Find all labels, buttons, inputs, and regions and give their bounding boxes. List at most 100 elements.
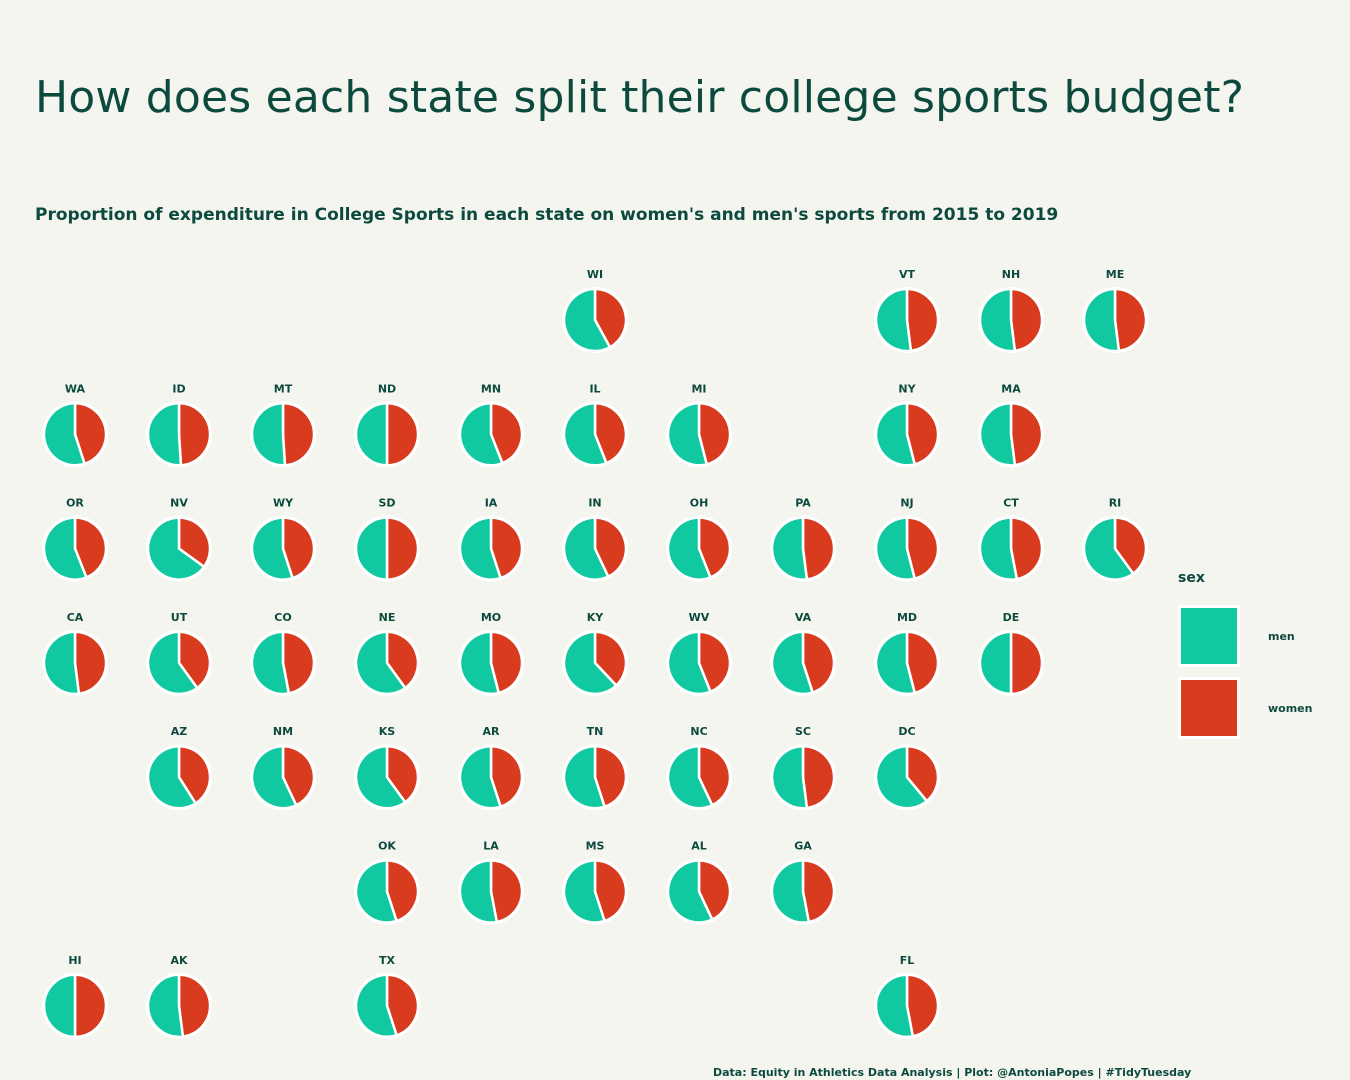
pie-slice-women	[905, 287, 940, 353]
pie-slice-women	[905, 744, 940, 803]
pie-slice-men	[562, 287, 612, 353]
state-label: DE	[1003, 611, 1020, 624]
pie-slice-men	[354, 973, 398, 1039]
pie-slice-men	[978, 516, 1019, 581]
state-label: VT	[899, 268, 916, 281]
pie-slice-women	[697, 630, 732, 693]
pie-slice-women	[593, 630, 628, 687]
pie-slice-women	[73, 630, 108, 695]
state-pie-or: OR	[42, 497, 108, 582]
state-label: RI	[1109, 497, 1122, 510]
legend-key-women	[1178, 677, 1240, 739]
state-pie-ak: AK	[146, 954, 212, 1039]
state-pie-ks: KS	[354, 725, 420, 811]
state-label: AL	[691, 840, 707, 853]
pie-slice-men	[146, 744, 197, 810]
caption: Data: Equity in Athletics Data Analysis …	[713, 1066, 1192, 1079]
state-pie-co: CO	[250, 611, 316, 696]
state-label: MI	[691, 382, 706, 395]
pie-slice-women	[593, 744, 628, 808]
state-pie-md: MD	[874, 611, 940, 696]
pie-slice-men	[146, 402, 183, 467]
state-label: CO	[274, 611, 291, 624]
pie-slice-women	[73, 516, 108, 579]
pie-slice-men	[354, 630, 407, 696]
pie-slice-women	[801, 630, 836, 694]
pie-slice-men	[354, 744, 407, 810]
legend-title: sex	[1178, 570, 1205, 586]
state-pie-wv: WV	[666, 611, 732, 696]
legend: sex men women	[1178, 570, 1312, 744]
state-label: MA	[1001, 382, 1021, 395]
legend-item-men: men	[1178, 600, 1312, 672]
legend-key-men	[1178, 605, 1240, 667]
state-pie-ok: OK	[354, 840, 420, 925]
state-pie-nv: NV	[146, 497, 212, 582]
pie-slice-women	[73, 973, 108, 1039]
pie-slice-men	[1082, 287, 1121, 353]
pie-slice-women	[177, 973, 212, 1038]
legend-item-women: women	[1178, 672, 1312, 744]
pie-slice-women	[697, 744, 732, 807]
state-pie-de: DE	[978, 611, 1044, 696]
state-pie-in: IN	[562, 497, 628, 582]
pie-slice-men	[562, 402, 608, 467]
state-pie-dc: DC	[874, 725, 940, 811]
state-label: AZ	[171, 725, 188, 738]
chart-title: How does each state split their college …	[35, 72, 1245, 123]
state-label: LA	[483, 840, 499, 853]
state-label: OR	[66, 497, 84, 510]
state-label: CT	[1003, 497, 1019, 510]
state-pie-wy: WY	[250, 497, 316, 582]
pie-slice-men	[458, 859, 499, 924]
state-pie-fl: FL	[874, 954, 940, 1039]
pie-slice-men	[146, 630, 199, 696]
state-label: NY	[898, 382, 916, 395]
state-label: WI	[587, 268, 603, 281]
legend-label-women: women	[1268, 701, 1313, 715]
state-pie-ma: MA	[978, 382, 1044, 468]
pie-slice-men	[978, 287, 1017, 353]
pie-slice-women	[593, 516, 628, 578]
pie-slice-men	[978, 630, 1013, 696]
legend-label-men: men	[1268, 629, 1295, 643]
pie-slice-men	[874, 744, 929, 810]
state-label: CA	[67, 611, 84, 624]
pie-slice-men	[1082, 516, 1135, 581]
pie-slice-men	[146, 516, 206, 581]
state-pie-nj: NJ	[874, 497, 940, 582]
pie-slice-men	[42, 516, 88, 581]
pie-slice-women	[73, 402, 108, 466]
pie-slice-women	[177, 402, 212, 467]
state-label: VA	[795, 611, 812, 624]
state-pie-mn: MN	[458, 382, 524, 468]
state-label: NH	[1002, 268, 1020, 281]
state-label: AR	[483, 725, 501, 738]
pie-slice-men	[250, 402, 287, 467]
chart-subtitle: Proportion of expenditure in College Spo…	[35, 205, 1059, 225]
state-label: NM	[273, 725, 293, 738]
state-pie-la: LA	[458, 840, 524, 925]
pie-slice-men	[770, 744, 809, 810]
state-pie-mo: MO	[458, 611, 524, 696]
state-label: SD	[378, 497, 395, 510]
state-label: AK	[170, 954, 188, 967]
pie-slice-women	[801, 744, 836, 810]
state-label: WV	[689, 611, 710, 624]
state-label: MT	[274, 382, 293, 395]
pie-slice-men	[874, 973, 915, 1039]
pie-slice-women	[385, 859, 420, 923]
pie-slice-women	[905, 973, 940, 1038]
state-label: NJ	[900, 497, 913, 510]
pie-slice-women	[385, 973, 420, 1037]
pie-slice-men	[42, 630, 81, 696]
pie-slice-women	[281, 402, 316, 467]
state-pie-pa: PA	[770, 497, 836, 582]
pie-slice-men	[770, 516, 809, 581]
state-label: TX	[379, 954, 396, 967]
state-label: OH	[690, 497, 709, 510]
state-label: PA	[795, 497, 811, 510]
state-pie-id: ID	[146, 382, 212, 468]
state-label: OK	[378, 840, 396, 853]
pie-slice-women	[281, 516, 316, 580]
